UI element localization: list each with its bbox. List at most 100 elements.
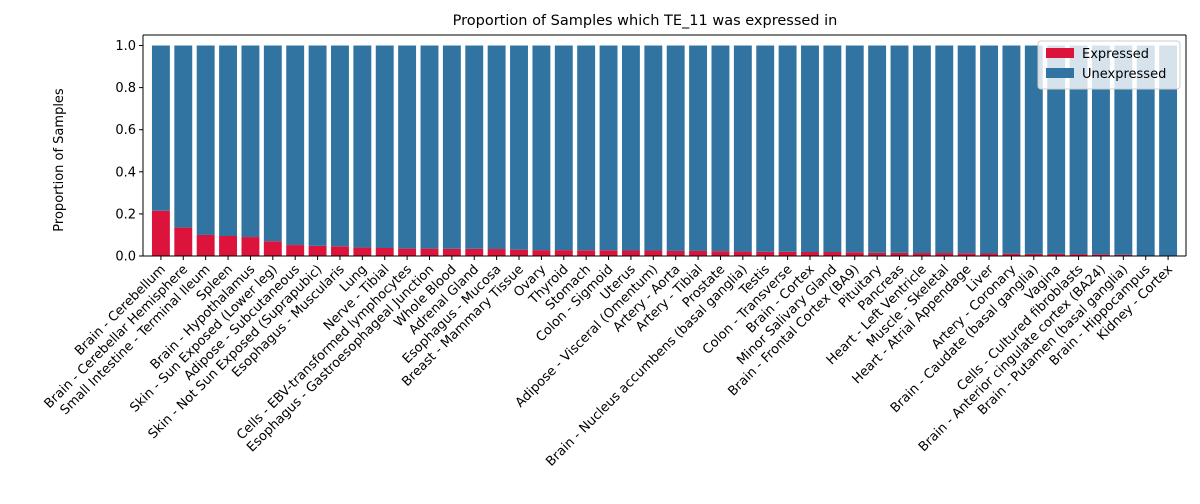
bar-expressed	[1092, 254, 1110, 256]
bar-unexpressed	[689, 45, 708, 251]
bar-expressed	[510, 249, 528, 256]
bar-expressed	[756, 251, 775, 256]
bar-expressed	[487, 249, 506, 256]
bar-expressed	[532, 250, 551, 256]
legend: Expressed Unexpressed	[1037, 40, 1181, 90]
bar-unexpressed	[980, 45, 998, 254]
bar-unexpressed	[1159, 45, 1178, 256]
bar-expressed	[554, 250, 573, 256]
bar-expressed	[1024, 253, 1043, 256]
bar-expressed	[733, 251, 752, 256]
bar-unexpressed	[666, 45, 685, 251]
bar-expressed	[689, 250, 708, 256]
bar-expressed	[219, 236, 238, 256]
bar-unexpressed	[286, 45, 305, 246]
bar-unexpressed	[442, 45, 461, 249]
bars-group	[151, 45, 1178, 256]
y-axis: 0.0 0.2 0.4 0.6 0.8 1.0	[115, 34, 1187, 265]
bar-unexpressed	[890, 45, 909, 253]
bar-unexpressed	[241, 45, 260, 238]
bar-expressed	[621, 250, 640, 256]
bar-expressed	[353, 247, 372, 256]
bar-expressed	[398, 248, 417, 256]
bar-expressed	[778, 251, 797, 256]
bar-expressed	[890, 252, 909, 256]
bar-unexpressed	[935, 45, 954, 254]
bar-expressed	[599, 250, 618, 256]
y-tick-label: 0.4	[115, 165, 136, 180]
bar-unexpressed	[577, 45, 596, 251]
bar-unexpressed	[465, 45, 484, 249]
bar-unexpressed	[756, 45, 775, 252]
bar-expressed	[1002, 253, 1021, 256]
bar-expressed	[1114, 254, 1133, 256]
bar-expressed	[644, 250, 663, 256]
bar-expressed	[465, 248, 484, 256]
bar-expressed	[286, 245, 305, 256]
bar-expressed	[151, 210, 170, 256]
bar-expressed	[801, 252, 819, 256]
bar-unexpressed	[868, 45, 887, 253]
bar-unexpressed	[487, 45, 506, 250]
bar-unexpressed	[1114, 45, 1133, 255]
legend-swatch	[1046, 68, 1074, 78]
bar-unexpressed	[151, 45, 170, 211]
bar-unexpressed	[912, 45, 931, 254]
bar-unexpressed	[621, 45, 640, 251]
y-tick-label: 0.6	[115, 123, 136, 138]
bar-expressed	[375, 248, 394, 256]
x-tick-label: Brain - Cerebellar Hemisphere	[42, 262, 192, 412]
bar-expressed	[241, 237, 260, 256]
bar-unexpressed	[778, 45, 797, 252]
y-axis-label: Proportion of Samples	[52, 88, 67, 232]
bar-expressed	[868, 252, 887, 256]
bar-expressed	[1069, 254, 1088, 256]
bar-expressed	[1047, 253, 1066, 256]
bar-unexpressed	[510, 45, 528, 250]
bar-expressed	[196, 234, 215, 256]
bar-unexpressed	[219, 45, 238, 236]
bar-unexpressed	[823, 45, 842, 252]
y-tick-label: 0.2	[115, 207, 136, 222]
bar-expressed	[823, 252, 842, 256]
bar-expressed	[331, 246, 349, 256]
bar-expressed	[935, 253, 954, 256]
bar-expressed	[912, 253, 931, 256]
bar-unexpressed	[398, 45, 417, 249]
y-tick-label: 1.0	[115, 39, 136, 54]
bar-unexpressed	[1069, 45, 1088, 255]
bar-expressed	[711, 251, 730, 256]
bar-unexpressed	[599, 45, 618, 251]
y-tick-label: 0.0	[115, 250, 136, 265]
bar-expressed	[980, 253, 998, 256]
bar-expressed	[957, 253, 976, 256]
bar-unexpressed	[1092, 45, 1110, 255]
bar-unexpressed	[554, 45, 573, 251]
bar-unexpressed	[196, 45, 215, 235]
bar-expressed	[442, 248, 461, 256]
bar-expressed	[420, 248, 439, 256]
bar-unexpressed	[644, 45, 663, 251]
bar-expressed	[845, 252, 864, 256]
bar-unexpressed	[1047, 45, 1066, 254]
chart-title: Proportion of Samples which TE_11 was ex…	[453, 13, 838, 29]
bar-unexpressed	[733, 45, 752, 252]
bar-unexpressed	[532, 45, 551, 251]
bar-unexpressed	[801, 45, 819, 252]
bar-expressed	[174, 227, 193, 256]
legend-label: Expressed	[1082, 47, 1149, 62]
bar-unexpressed	[1136, 45, 1155, 256]
bar-unexpressed	[1024, 45, 1043, 254]
bar-unexpressed	[845, 45, 864, 253]
y-tick-label: 0.8	[115, 81, 136, 96]
bar-unexpressed	[353, 45, 372, 248]
bar-expressed	[666, 250, 685, 256]
bar-expressed	[263, 241, 282, 256]
bar-unexpressed	[957, 45, 976, 254]
legend-label: Unexpressed	[1082, 67, 1166, 82]
bar-unexpressed	[375, 45, 394, 248]
bar-unexpressed	[420, 45, 439, 249]
